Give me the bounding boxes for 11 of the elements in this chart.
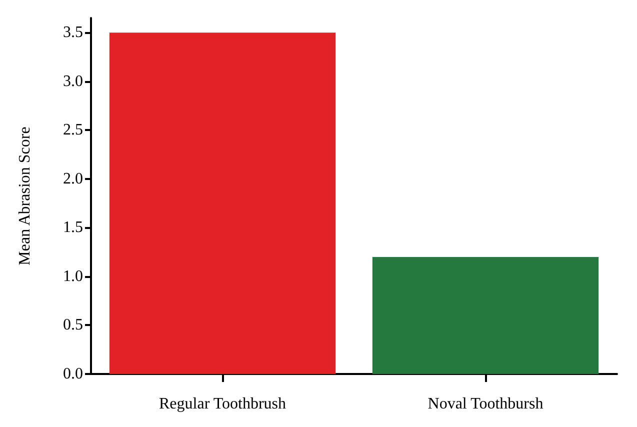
y-tick-label: 1.5 xyxy=(63,219,83,236)
y-tick-label: 0.0 xyxy=(63,366,83,382)
y-tick-label: 3.5 xyxy=(63,24,83,42)
y-tick-label: 1.0 xyxy=(63,268,83,285)
x-tick-label: Noval Toothbursh xyxy=(428,396,544,412)
y-tick-label: 0.5 xyxy=(63,316,83,334)
y-tick-label: 2.5 xyxy=(63,122,83,139)
x-tick-label: Regular Toothbrush xyxy=(158,396,286,412)
y-axis-title: Mean Abrasion Score xyxy=(16,126,34,266)
y-tick-label: 2.0 xyxy=(63,170,83,188)
y-tick-label: 3.0 xyxy=(63,72,83,90)
